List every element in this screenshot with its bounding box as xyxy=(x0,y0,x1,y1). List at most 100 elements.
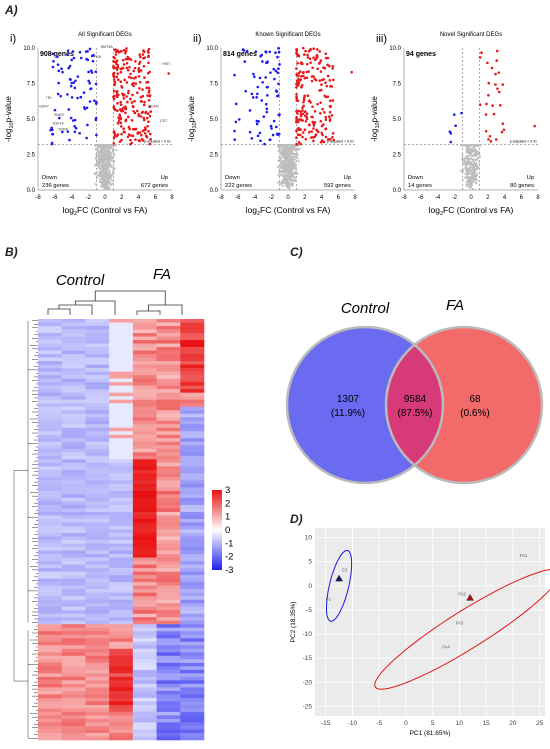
volcano-point-ns xyxy=(291,155,294,158)
volcano-point-ns xyxy=(279,148,282,151)
heatmap-cell xyxy=(85,445,110,450)
volcano-point-ns xyxy=(282,168,286,171)
volcano-point-up xyxy=(115,95,119,99)
heatmap-cell xyxy=(109,704,134,709)
heatmap-cell xyxy=(132,319,157,323)
volcano-x-label: log2FC (Control vs FA) xyxy=(429,205,514,217)
heatmap-cell xyxy=(156,624,181,629)
heatmap-cell xyxy=(85,354,110,358)
heatmap-cell xyxy=(180,690,205,695)
heatmap-cell xyxy=(61,476,86,481)
heatmap-cell xyxy=(109,431,134,436)
heatmap-cell xyxy=(132,655,157,660)
heatmap-cell xyxy=(61,403,86,408)
volcano-point-up xyxy=(313,135,317,138)
volcano-y-label: -log10p-value xyxy=(370,96,381,142)
venn-circle-outline xyxy=(285,325,445,485)
volcano-point-ns xyxy=(106,181,110,184)
pca-y-tick: -10 xyxy=(303,631,313,638)
heatmap-cell xyxy=(38,483,63,488)
volcano-point-down xyxy=(56,55,59,59)
volcano-x-tick: -4 xyxy=(435,195,441,201)
volcano-point-ns xyxy=(111,173,114,176)
volcano-point-up xyxy=(318,50,322,53)
volcano-point-ns xyxy=(280,182,284,185)
heatmap-cell xyxy=(85,596,110,600)
heatmap-cell xyxy=(85,476,110,481)
volcano-point-up xyxy=(122,48,126,52)
volcano-point-up xyxy=(316,102,319,106)
volcano-point-up xyxy=(295,109,298,113)
volcano-x-tick: -8 xyxy=(401,195,407,201)
heatmap-cell xyxy=(156,371,181,376)
volcano-point-up xyxy=(328,110,332,114)
volcano-point-up xyxy=(305,70,309,74)
heatmap-cell xyxy=(85,561,110,565)
volcano-point-down xyxy=(53,108,57,112)
heatmap-cell xyxy=(61,490,86,495)
heatmap-cell xyxy=(132,371,157,376)
heatmap-cell xyxy=(180,490,205,495)
volcano-point-up xyxy=(305,115,308,119)
volcano-y-label: -log10p-value xyxy=(187,96,198,142)
heatmap-cell xyxy=(180,631,205,636)
venn-right-count: 68 xyxy=(469,394,481,405)
volcano-point-down xyxy=(89,87,93,90)
heatmap-cell xyxy=(38,340,63,344)
volcano-gene-count: 908 genes xyxy=(40,51,74,58)
volcano-point-ns xyxy=(99,175,102,178)
heatmap-cell xyxy=(85,466,110,471)
pca-point-label: C1 xyxy=(326,596,332,601)
volcano-point-ns xyxy=(294,155,297,158)
volcano-point-up xyxy=(319,112,322,115)
heatmap-cell xyxy=(61,452,86,457)
volcano-point-ns xyxy=(96,144,99,147)
heatmap-cell xyxy=(156,350,181,355)
volcano-point-up xyxy=(145,116,149,120)
heatmap-cell xyxy=(156,582,181,586)
volcano-point-up xyxy=(327,115,331,119)
volcano-point-up xyxy=(134,60,137,63)
volcano-point-down xyxy=(59,94,63,98)
heatmap-cell xyxy=(38,676,63,681)
heatmap-cell xyxy=(180,480,205,485)
volcano-point-up xyxy=(137,70,141,74)
heatmap-cell xyxy=(132,448,157,453)
heatmap-cell xyxy=(132,508,157,513)
volcano-point-down xyxy=(91,59,95,63)
volcano-x-tick: -6 xyxy=(418,195,424,201)
heatmap-cell xyxy=(61,413,86,418)
heatmap-cell xyxy=(85,701,110,706)
volcano-x-tick: -6 xyxy=(235,195,241,201)
heatmap-cell xyxy=(38,329,63,334)
volcano-point-up xyxy=(148,105,151,109)
heatmap-cell xyxy=(85,564,110,569)
heatmap-cell xyxy=(156,561,181,565)
heatmap-cell xyxy=(109,533,134,537)
volcano-point-ns xyxy=(461,170,464,173)
heatmap-cell xyxy=(38,371,63,376)
volcano-point-up xyxy=(134,138,137,141)
volcano-point-up xyxy=(295,52,299,56)
volcano-point-up xyxy=(490,66,494,70)
heatmap-cell xyxy=(156,585,181,590)
volcano-point-down xyxy=(255,92,259,96)
pca-y-tick: -15 xyxy=(303,655,313,662)
heatmap-cell xyxy=(85,392,110,397)
volcano-point-ns xyxy=(470,168,473,171)
volcano-point-up xyxy=(305,76,309,80)
volcano-point-up xyxy=(313,110,317,113)
volcano-point-up xyxy=(328,79,332,82)
volcano-point-ns xyxy=(112,153,115,156)
heatmap-cell xyxy=(85,610,110,614)
volcano-point-down xyxy=(241,48,245,51)
heatmap-cell xyxy=(85,420,110,425)
volcano-point-up xyxy=(331,64,335,68)
volcano-point-up xyxy=(117,120,121,123)
volcano-x-tick: -8 xyxy=(218,195,224,201)
heatmap-cell xyxy=(109,561,134,565)
volcano-point-ns xyxy=(291,173,294,176)
heatmap-cell xyxy=(61,701,86,706)
heatmap-cell xyxy=(132,547,157,551)
